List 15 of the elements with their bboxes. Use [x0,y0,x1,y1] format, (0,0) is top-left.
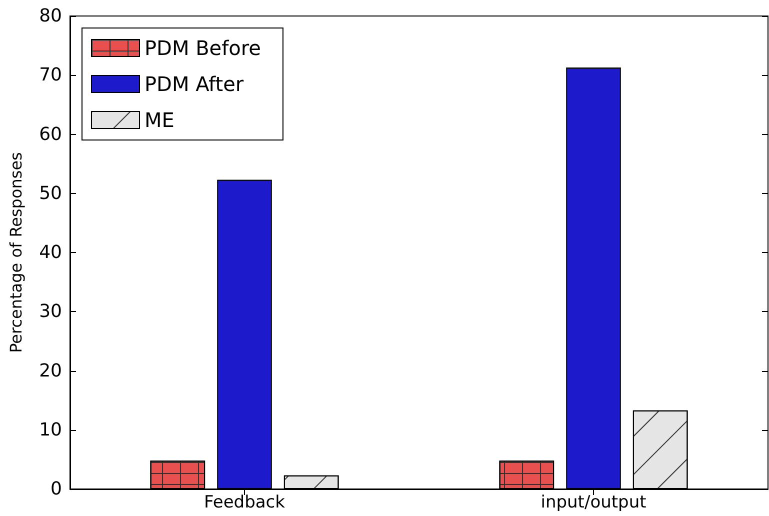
y-tick-label: 10 [39,419,62,440]
y-tick-label: 0 [50,478,62,500]
y-tick-label: 80 [39,6,62,26]
legend-label: PDM Before [144,36,261,60]
x-tick-label: input/output [540,492,647,512]
legend-label: ME [144,108,174,132]
y-tick-label: 30 [39,301,62,322]
y-tick-label: 40 [39,242,62,263]
y-axis-title: Percentage of Responses [6,152,26,353]
y-tick-label: 20 [39,360,62,382]
y-tick-label: 50 [39,182,62,204]
x-tick-label: Feedback [204,492,286,512]
legend-label: PDM After [144,72,244,96]
y-tick-label: 70 [39,64,62,86]
y-tick-label: 60 [39,124,62,145]
